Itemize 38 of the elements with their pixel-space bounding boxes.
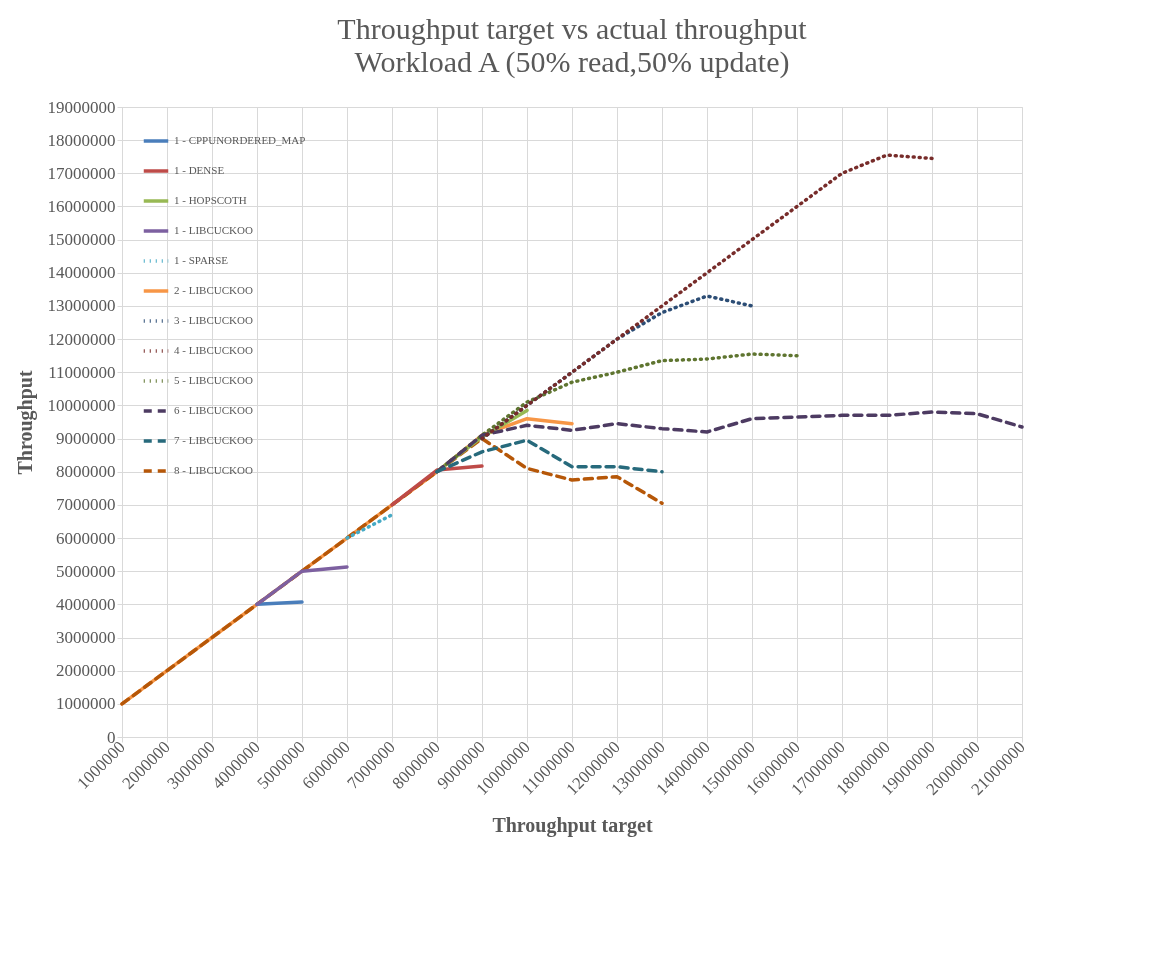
line-series — [120, 436, 664, 706]
chart-title: Throughput target vs actual throughput — [337, 12, 808, 45]
y-tick-label: 10000000 — [47, 395, 116, 415]
legend-label: 1 - HOPSCOTH — [174, 194, 247, 206]
line-series — [480, 153, 934, 441]
y-tick-label: 9000000 — [56, 429, 116, 449]
y-tick-label: 19000000 — [47, 97, 116, 117]
legend-label: 1 - CPPUNORDERED_MAP — [174, 134, 306, 146]
chart-subtitle: Workload A (50% read,50% update) — [354, 45, 790, 79]
y-tick-label: 16000000 — [47, 196, 116, 216]
y-tick-label: 14000000 — [47, 263, 116, 283]
legend-label: 3 - LIBCUCKOO — [174, 314, 253, 326]
x-axis-title: Throughput target — [492, 814, 653, 838]
y-tick-label: 3000000 — [56, 628, 116, 648]
y-tick-label: 6000000 — [56, 528, 116, 548]
legend-label: 6 - LIBCUCKOO — [174, 404, 253, 416]
legend-label: 1 - DENSE — [174, 164, 225, 176]
y-tick-label: 13000000 — [47, 296, 116, 316]
y-tick-label: 18000000 — [47, 130, 116, 150]
legend-label: 7 - LIBCUCKOO — [174, 434, 253, 446]
y-tick-label: 17000000 — [47, 163, 116, 183]
y-axis-title: Throughput — [13, 370, 37, 475]
y-tick-label: 1000000 — [56, 694, 116, 714]
y-tick-label: 5000000 — [56, 561, 116, 581]
legend-label: 4 - LIBCUCKOO — [174, 344, 253, 356]
legend-label: 1 - SPARSE — [174, 254, 229, 266]
legend-label: 2 - LIBCUCKOO — [174, 284, 253, 296]
y-tick-label: 7000000 — [56, 495, 116, 515]
y-tick-label: 4000000 — [56, 594, 116, 614]
legend-label: 5 - LIBCUCKOO — [174, 374, 253, 386]
y-tick-label: 2000000 — [56, 661, 116, 681]
y-tick-label: 15000000 — [47, 230, 116, 250]
legend-label: 1 - LIBCUCKOO — [174, 224, 253, 236]
legend-label: 8 - LIBCUCKOO — [174, 464, 253, 476]
y-tick-label: 12000000 — [47, 329, 116, 349]
y-tick-label: 11000000 — [48, 362, 116, 382]
line-series — [435, 438, 664, 474]
y-tick-label: 8000000 — [56, 462, 116, 482]
